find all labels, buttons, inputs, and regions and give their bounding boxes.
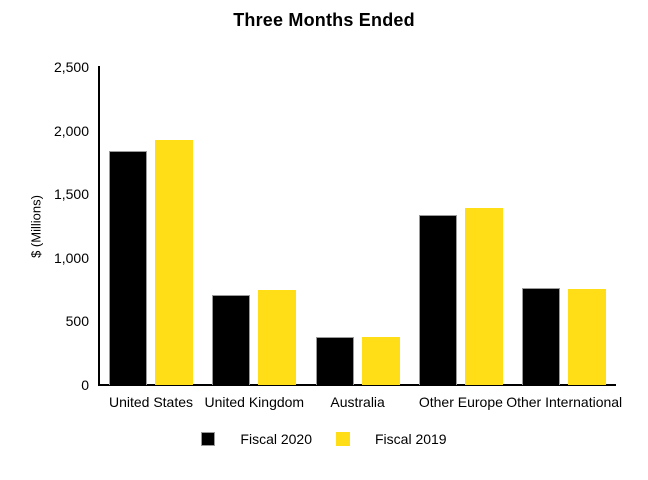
legend-swatch-fiscal-2019 <box>336 432 350 446</box>
bar-fiscal-2020-australia <box>315 336 354 385</box>
legend-label-fiscal-2020: Fiscal 2020 <box>240 431 312 447</box>
y-tick-label-2-500: 2,500 <box>53 59 89 75</box>
y-tick-label-1-000: 1,000 <box>53 249 89 266</box>
legend: Fiscal 2020 Fiscal 2019 <box>0 431 648 447</box>
x-label-other-international: Other International <box>506 394 623 410</box>
bar-fiscal-2020-united-kingdom <box>212 294 251 385</box>
legend-swatch-fiscal-2020 <box>201 432 216 446</box>
bar-fiscal-2020-other-europe <box>418 215 457 385</box>
plot-area <box>99 67 616 385</box>
legend-item-fiscal-2019: Fiscal 2019 <box>336 431 447 447</box>
bar-fiscal-2019-other-international <box>568 288 607 385</box>
x-label-australia: Australia <box>330 394 385 410</box>
x-label-united-states: United States <box>108 394 194 410</box>
bar-fiscal-2019-united-kingdom <box>258 289 297 385</box>
bar-fiscal-2020-united-states <box>109 150 147 385</box>
y-tick-label-0: 0 <box>81 377 89 393</box>
legend-label-fiscal-2019: Fiscal 2019 <box>375 431 447 447</box>
bar-fiscal-2019-united-states <box>155 140 193 385</box>
x-label-united-kingdom: United Kingdom <box>204 394 305 410</box>
x-axis-line <box>98 384 616 386</box>
legend-item-fiscal-2020: Fiscal 2020 <box>201 431 312 447</box>
y-tick-label-500: 500 <box>65 313 89 330</box>
y-axis-label: $ (Millions) <box>28 195 44 258</box>
chart-title: Three Months Ended <box>233 10 415 30</box>
bar-fiscal-2019-australia <box>361 337 400 385</box>
y-tick-label-1-500: 1,500 <box>53 186 89 203</box>
x-label-other-europe: Other Europe <box>418 394 503 410</box>
bar-fiscal-2019-other-europe <box>464 208 503 385</box>
bar-fiscal-2020-other-international <box>522 287 561 385</box>
x-axis-category-labels: United States United Kingdom Australia Othe… <box>0 394 648 412</box>
y-axis-line <box>98 66 100 386</box>
y-tick-label-2-000: 2,000 <box>53 122 89 139</box>
